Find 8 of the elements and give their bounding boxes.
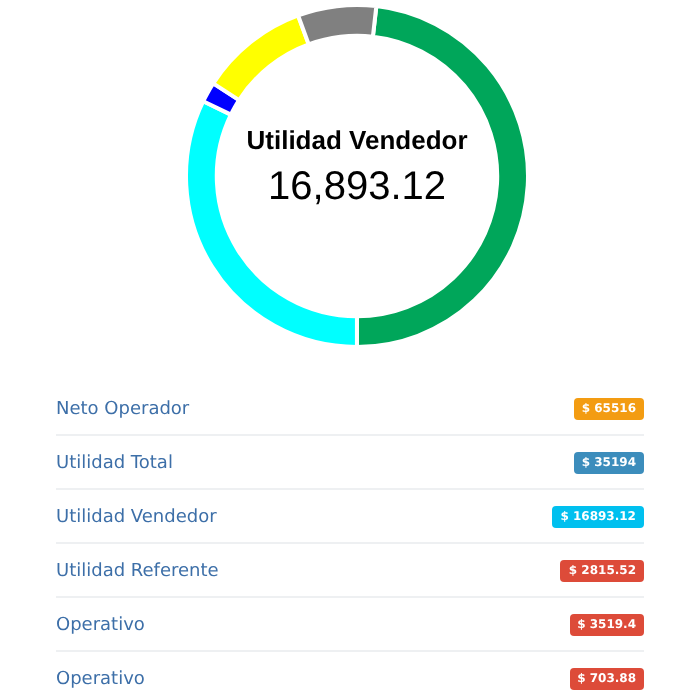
category-label: Utilidad Vendedor — [56, 507, 217, 527]
category-label: Neto Operador — [56, 399, 190, 419]
text: Utilidad Vendedor — [246, 125, 468, 156]
text: 16,893.12 — [268, 165, 446, 210]
category-label: Utilidad Referente — [56, 561, 219, 581]
category-label: Operativo — [56, 615, 145, 635]
category-label: Operativo — [56, 669, 145, 689]
category-label: Utilidad Total — [56, 453, 173, 473]
